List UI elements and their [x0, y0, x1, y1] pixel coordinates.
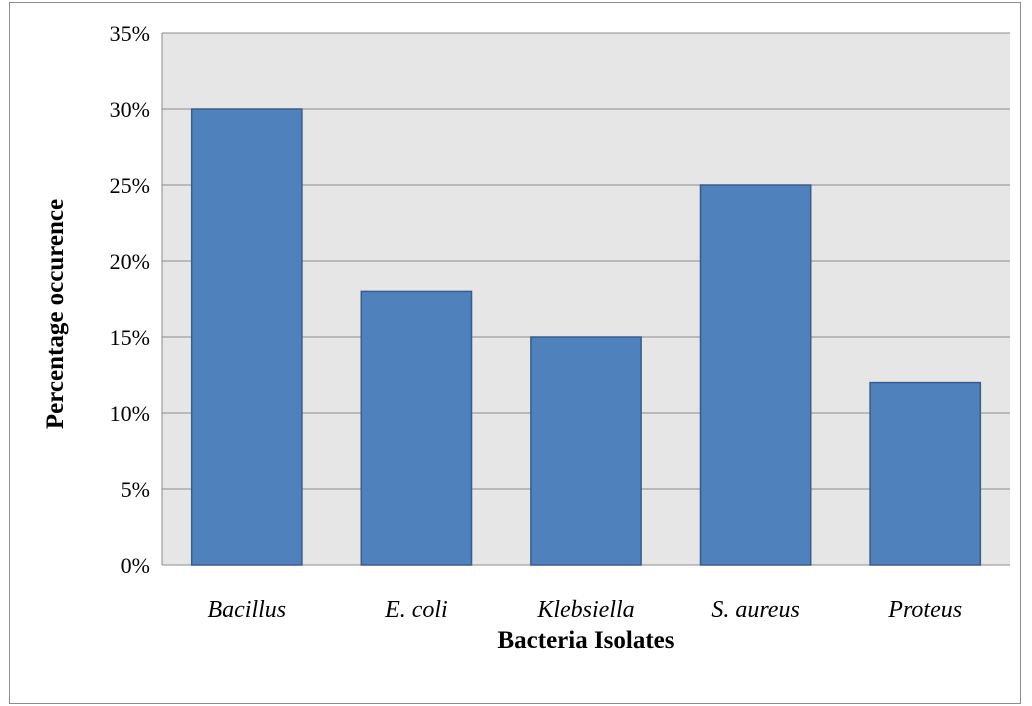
- bar-s-aureus: [699, 184, 812, 566]
- y-tick-label: 0%: [121, 553, 150, 578]
- bar-bacillus: [190, 108, 303, 566]
- bar-klebsiella: [530, 336, 642, 566]
- y-tick-label: 35%: [110, 21, 150, 46]
- x-tick-label: S. aureus: [711, 597, 799, 623]
- bar-e-coli: [360, 290, 473, 566]
- y-tick-label: 30%: [110, 97, 150, 122]
- x-tick-label: Klebsiella: [536, 597, 634, 623]
- y-tick-label: 15%: [110, 325, 150, 350]
- x-tick-label: Bacillus: [207, 597, 286, 623]
- x-tick-label: E. coli: [384, 597, 448, 623]
- y-axis-ticks: 0% 5% 10% 15% 20% 25% 30% 35%: [110, 21, 150, 578]
- y-axis-title: Percentage occurence: [42, 199, 69, 429]
- x-axis-ticks: Bacillus E. coli Klebsiella S. aureus Proteu…: [207, 597, 962, 623]
- bar-proteus: [869, 381, 982, 566]
- y-tick-label: 10%: [110, 401, 150, 426]
- x-axis-title: Bacteria Isolates: [497, 627, 674, 654]
- x-tick-label: Proteus: [887, 597, 962, 623]
- y-tick-label: 20%: [110, 249, 150, 274]
- y-tick-label: 25%: [110, 173, 150, 198]
- bars: [190, 108, 982, 566]
- y-tick-label: 5%: [121, 477, 150, 502]
